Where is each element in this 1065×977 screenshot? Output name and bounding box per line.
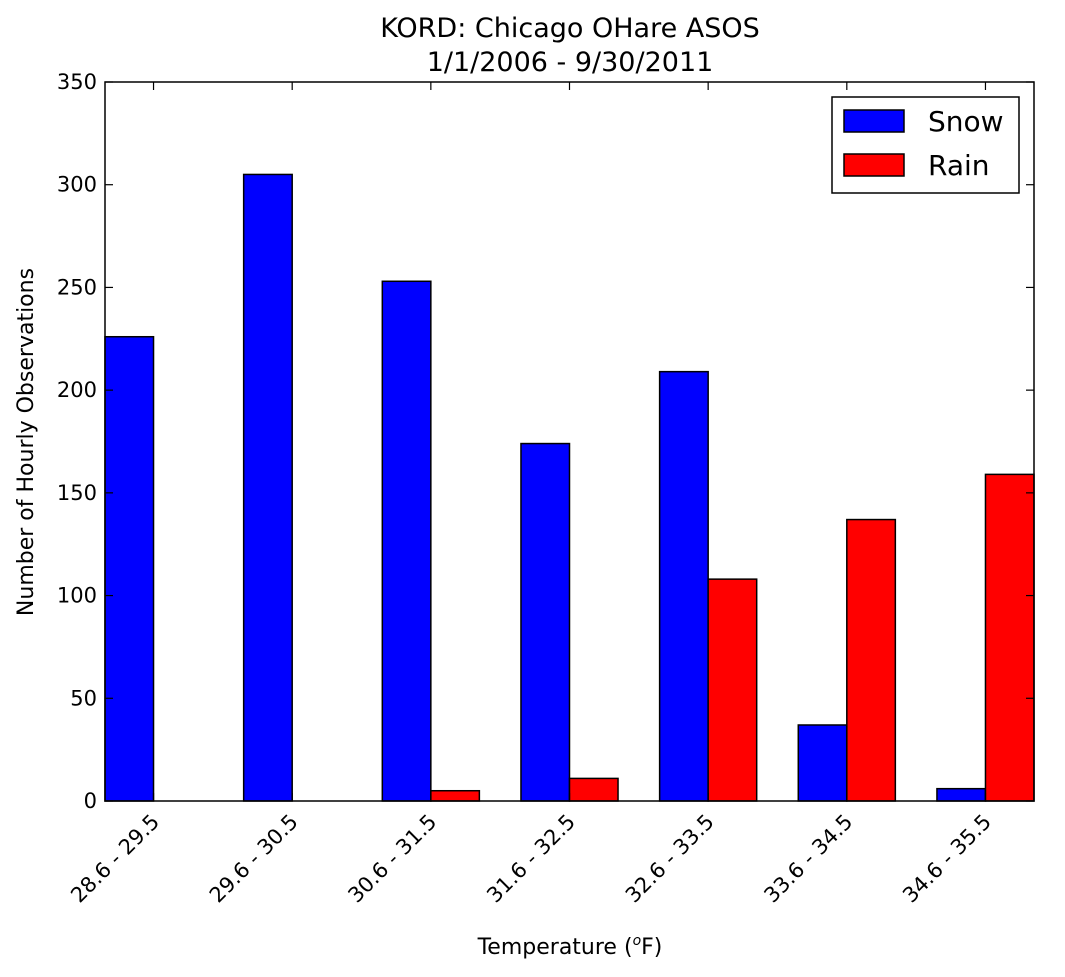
y-tick-label: 50 [70, 686, 97, 710]
plot-frame [104, 81, 1035, 802]
bar-snow-1 [242, 173, 293, 802]
chart-subtitle: 1/1/2006 - 9/30/2011 [427, 47, 714, 78]
y-tick-label: 250 [57, 275, 97, 299]
legend-label-rain: Rain [928, 149, 990, 182]
bar-snow-0 [104, 335, 155, 802]
bar-snow-4 [658, 370, 709, 802]
legend-swatch-snow [843, 109, 905, 133]
x-tick-label: 32.6 - 33.5 [621, 810, 719, 908]
y-tick-label: 100 [57, 584, 97, 608]
bar-rain-2 [430, 789, 481, 802]
bar-snow-2 [381, 280, 432, 802]
x-tick-label: 29.6 - 30.5 [205, 810, 303, 908]
x-tick-label: 28.6 - 29.5 [66, 810, 164, 908]
bar-rain-5 [846, 518, 897, 802]
x-axis-unit-suffix: F) [641, 935, 662, 960]
y-tick-label: 150 [57, 481, 97, 505]
bar-rain-6 [984, 473, 1035, 802]
y-axis-label: Number of Hourly Observations [14, 268, 39, 616]
bar-snow-5 [797, 724, 848, 802]
bar-snow-3 [520, 442, 571, 802]
legend-swatch-rain [843, 153, 905, 177]
legend: Snow Rain [831, 96, 1020, 194]
bar-snow-6 [936, 787, 987, 802]
chart-title: KORD: Chicago OHare ASOS [380, 13, 760, 44]
x-tick-label: 30.6 - 31.5 [343, 810, 441, 908]
legend-label-snow: Snow [928, 105, 1004, 138]
y-tick-label: 300 [57, 173, 97, 197]
x-tick-label: 34.6 - 35.5 [898, 810, 996, 908]
x-axis-unit-superscript: o [633, 933, 642, 949]
y-tick-label: 350 [57, 70, 97, 94]
x-tick-label: 31.6 - 32.5 [482, 810, 580, 908]
bars-layer [104, 173, 1035, 802]
y-tick-label: 200 [57, 378, 97, 402]
x-tick-label: 33.6 - 34.5 [759, 810, 857, 908]
bar-rain-3 [568, 777, 619, 802]
x-axis-label-text: Temperature [477, 935, 617, 960]
y-tick-label: 0 [84, 789, 97, 813]
x-axis-unit-prefix: ( [624, 935, 633, 960]
bar-rain-4 [707, 578, 758, 802]
x-axis-label: Temperature (oF) [477, 933, 663, 960]
